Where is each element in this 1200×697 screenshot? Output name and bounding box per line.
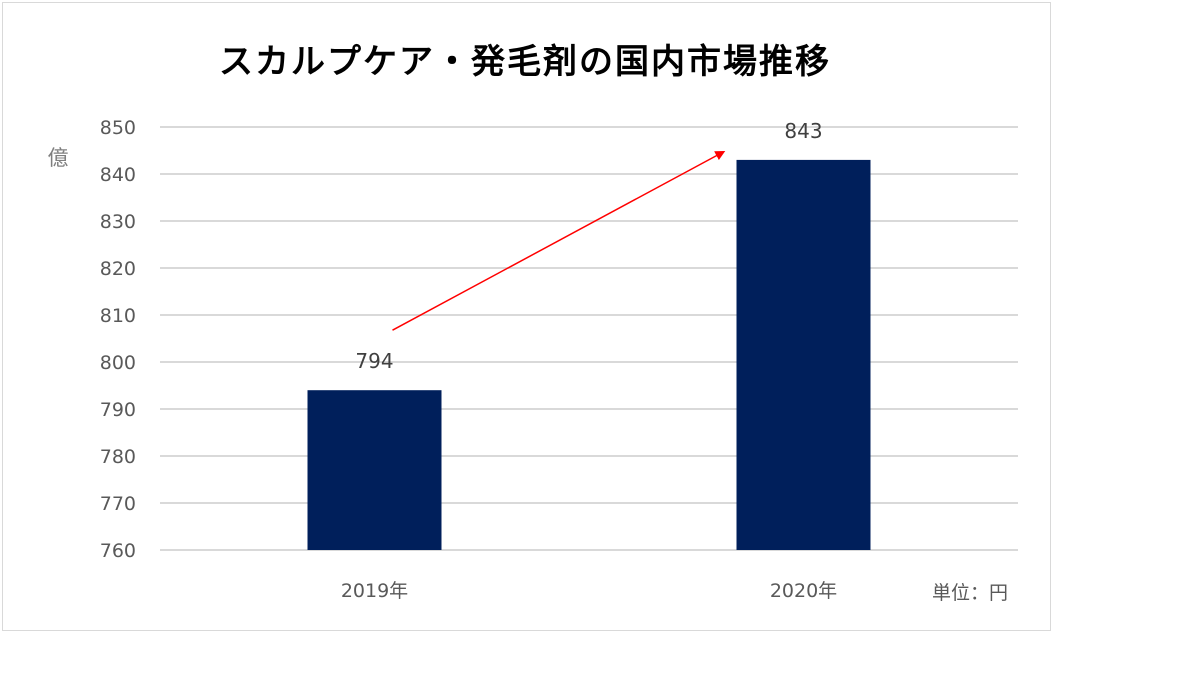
gridlines xyxy=(160,126,1018,551)
data-label: 794 xyxy=(355,349,393,373)
unit-label: 単位：円 xyxy=(932,582,1009,604)
y-tick-label: 780 xyxy=(100,446,136,468)
y-tick-label: 840 xyxy=(100,164,136,186)
y-tick-label: 760 xyxy=(100,540,136,562)
chart-frame xyxy=(2,2,1051,631)
x-tick-labels: 2019年 2020年 xyxy=(341,580,837,602)
x-tick-label: 2019年 xyxy=(341,580,408,602)
bar-2020年 xyxy=(736,159,871,550)
y-tick-label: 820 xyxy=(100,258,136,280)
trend-arrow xyxy=(392,150,726,331)
y-tick-labels: 760 770 780 790 800 810 820 830 840 850 xyxy=(100,117,136,562)
bars xyxy=(307,159,871,550)
y-tick-label: 770 xyxy=(100,493,136,515)
y-axis-label: 億 xyxy=(47,146,69,170)
data-label: 843 xyxy=(784,119,822,143)
y-tick-label: 790 xyxy=(100,399,136,421)
chart-title: スカルプケア・発毛剤の国内市場推移 xyxy=(219,42,831,82)
y-tick-label: 850 xyxy=(100,117,136,139)
bar-2019年 xyxy=(307,390,442,550)
y-tick-label: 810 xyxy=(100,305,136,327)
data-labels: 794 843 xyxy=(355,119,822,373)
y-tick-label: 800 xyxy=(100,352,136,374)
y-tick-label: 830 xyxy=(100,211,136,233)
x-tick-label: 2020年 xyxy=(770,580,837,602)
